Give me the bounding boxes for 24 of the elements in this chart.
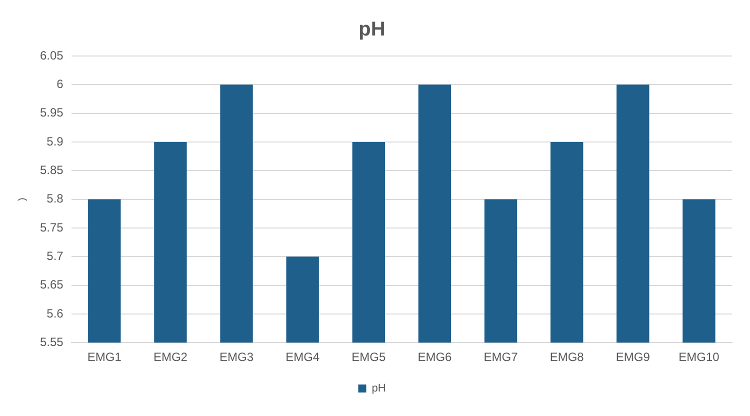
x-tick-label: EMG1 bbox=[87, 350, 122, 364]
x-tick-label: EMG10 bbox=[678, 350, 720, 364]
x-tick-label: EMG6 bbox=[418, 350, 452, 364]
y-axis-title: ) bbox=[16, 198, 28, 201]
y-tick-label: 5.8 bbox=[46, 192, 64, 206]
x-tick-label: EMG5 bbox=[352, 350, 386, 364]
y-tick-label: 5.7 bbox=[46, 248, 64, 263]
y-tick-label: 5.65 bbox=[40, 278, 64, 292]
x-tick-label: EMG4 bbox=[286, 350, 320, 364]
y-tick-label: 5.55 bbox=[40, 334, 64, 349]
x-tick-label: EMG8 bbox=[550, 350, 584, 364]
y-tick-label: 5.9 bbox=[46, 134, 64, 148]
x-tick-label: EMG3 bbox=[220, 350, 254, 364]
x-tick-label: EMG2 bbox=[153, 350, 188, 364]
chart-title: pH bbox=[358, 18, 386, 41]
y-tick-label: 6 bbox=[56, 76, 64, 91]
legend-label: pH bbox=[372, 382, 386, 395]
x-tick-label: EMG9 bbox=[616, 350, 650, 364]
y-tick-label: 5.95 bbox=[40, 106, 64, 120]
y-tick-label: 5.6 bbox=[46, 306, 64, 320]
y-tick-label: 5.85 bbox=[40, 162, 64, 177]
y-tick-label: 5.75 bbox=[40, 220, 64, 234]
x-tick-label: EMG7 bbox=[484, 350, 518, 364]
y-tick-label: 6.05 bbox=[40, 48, 64, 62]
